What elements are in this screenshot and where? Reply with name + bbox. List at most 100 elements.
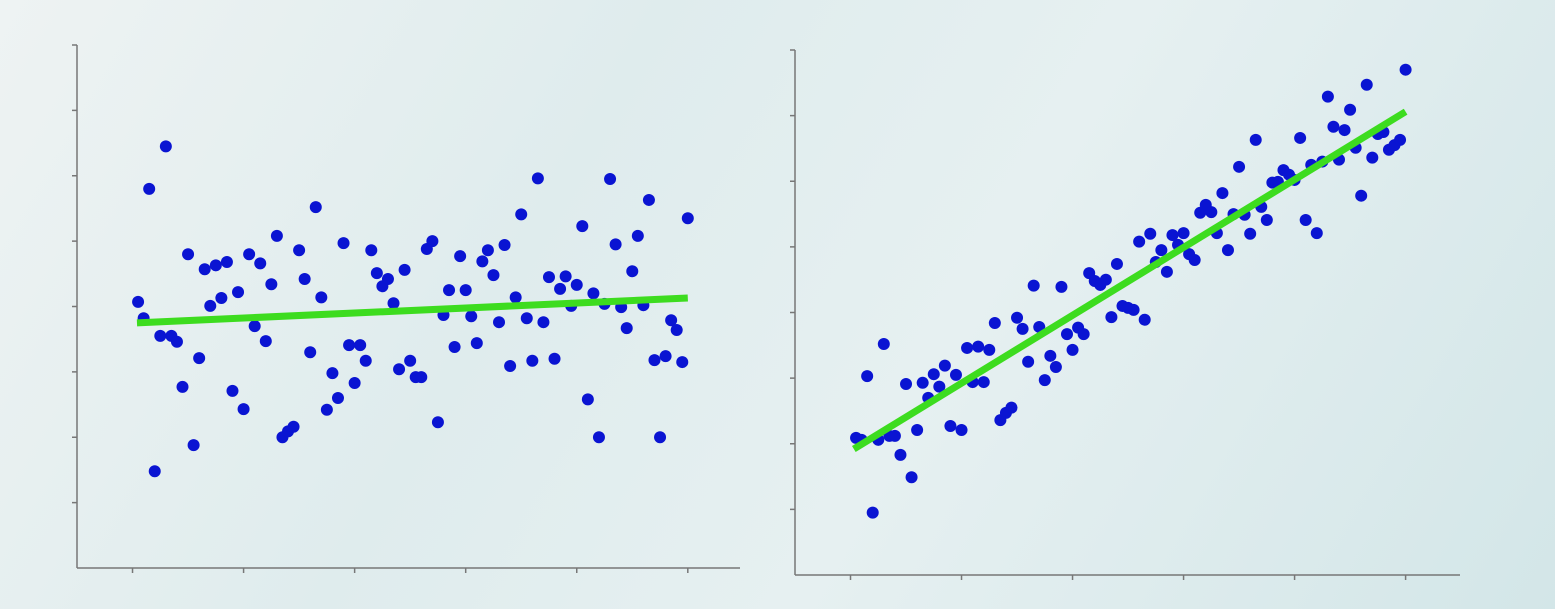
point: [944, 420, 957, 433]
point: [1399, 63, 1412, 76]
point: [387, 297, 400, 310]
point: [654, 431, 667, 444]
point: [1205, 206, 1218, 219]
point: [609, 238, 622, 251]
point: [220, 256, 233, 269]
point: [309, 201, 322, 214]
point: [1260, 213, 1273, 226]
point: [193, 352, 206, 365]
fit-line: [136, 294, 688, 327]
point: [972, 340, 985, 353]
point: [431, 416, 444, 429]
point: [132, 295, 145, 308]
point: [620, 322, 633, 335]
point: [170, 335, 183, 348]
point: [1066, 343, 1079, 356]
point: [1360, 78, 1373, 91]
fit-line: [852, 108, 1408, 452]
point: [537, 316, 550, 329]
point: [215, 292, 228, 305]
point: [916, 376, 929, 389]
point: [493, 316, 506, 329]
point: [1366, 151, 1379, 164]
point: [1321, 90, 1334, 103]
point: [315, 291, 328, 304]
point: [1099, 273, 1112, 286]
point: [665, 314, 678, 327]
point: [1166, 229, 1179, 242]
point: [1027, 279, 1040, 292]
point: [949, 368, 962, 381]
point: [977, 376, 990, 389]
point: [1394, 133, 1407, 146]
point: [348, 376, 361, 389]
point: [381, 273, 394, 286]
point: [548, 352, 561, 365]
point: [877, 338, 890, 350]
point: [293, 244, 306, 257]
point: [515, 208, 528, 221]
point: [604, 173, 617, 186]
point: [626, 265, 639, 278]
point: [681, 212, 694, 225]
point: [204, 299, 217, 312]
point: [426, 235, 439, 248]
point: [148, 465, 161, 478]
point: [905, 471, 918, 484]
point: [676, 356, 689, 369]
point: [270, 229, 283, 242]
point: [504, 359, 517, 372]
point: [454, 250, 467, 263]
point: [520, 312, 533, 325]
point: [1355, 189, 1368, 202]
point: [370, 267, 383, 280]
point: [670, 324, 683, 337]
point: [542, 271, 555, 284]
point: [1294, 131, 1307, 144]
point: [1338, 124, 1351, 137]
point: [304, 346, 317, 359]
point: [1011, 311, 1024, 324]
point: [1144, 227, 1157, 240]
point: [894, 448, 907, 461]
point: [581, 393, 594, 406]
point: [1310, 227, 1323, 240]
point: [448, 341, 461, 354]
point: [1160, 265, 1173, 278]
point: [526, 354, 539, 367]
point: [398, 263, 411, 276]
point: [1155, 244, 1168, 257]
point: [1127, 303, 1140, 316]
point: [659, 350, 672, 363]
point: [1344, 103, 1357, 116]
point: [1133, 235, 1146, 248]
point: [331, 392, 344, 405]
point: [888, 429, 901, 442]
point: [232, 286, 245, 299]
point: [470, 337, 483, 350]
point: [570, 278, 583, 291]
point: [393, 363, 406, 376]
point: [1022, 355, 1035, 368]
point: [866, 506, 879, 519]
point: [359, 354, 372, 367]
point: [487, 269, 500, 282]
point: [182, 248, 195, 261]
point: [1299, 213, 1312, 226]
point: [927, 368, 940, 381]
point: [587, 287, 600, 300]
point: [938, 359, 951, 372]
point: [861, 370, 874, 383]
point: [1044, 349, 1057, 362]
point: [983, 343, 996, 356]
point: [911, 423, 924, 436]
point: [1060, 328, 1073, 341]
point: [226, 384, 239, 397]
point: [209, 259, 222, 272]
point: [415, 371, 428, 384]
point: [988, 317, 1001, 329]
point: [481, 244, 494, 257]
point: [576, 220, 589, 233]
